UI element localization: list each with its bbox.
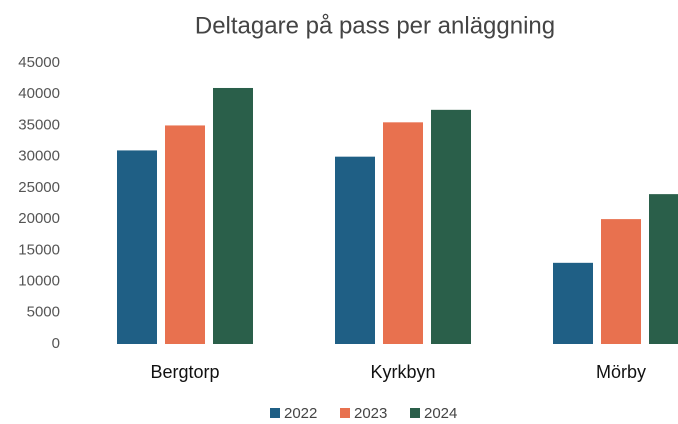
x-tick-label: Kyrkbyn bbox=[370, 362, 435, 382]
bar bbox=[165, 125, 205, 344]
y-tick-label: 30000 bbox=[18, 148, 60, 165]
legend-swatch bbox=[340, 408, 350, 418]
bar bbox=[383, 122, 423, 344]
y-tick-label: 40000 bbox=[18, 85, 60, 102]
legend-swatch bbox=[410, 408, 420, 418]
bar bbox=[553, 262, 593, 344]
x-tick-label: Bergtorp bbox=[150, 362, 219, 382]
y-tick-label: 5000 bbox=[27, 304, 60, 321]
x-tick-label: Mörby bbox=[596, 362, 646, 382]
legend-label: 2024 bbox=[424, 405, 457, 422]
legend-swatch bbox=[270, 408, 280, 418]
bar bbox=[335, 156, 375, 344]
chart-title: Deltagare på pass per anläggning bbox=[195, 12, 555, 39]
bar bbox=[601, 219, 641, 344]
legend-label: 2022 bbox=[284, 405, 317, 422]
y-tick-label: 25000 bbox=[18, 179, 60, 196]
bar bbox=[117, 150, 157, 344]
y-tick-label: 0 bbox=[52, 335, 60, 352]
legend-label: 2023 bbox=[354, 405, 387, 422]
bar bbox=[431, 109, 471, 344]
y-tick-label: 10000 bbox=[18, 273, 60, 290]
y-tick-label: 15000 bbox=[18, 241, 60, 258]
y-tick-label: 45000 bbox=[18, 54, 60, 71]
y-tick-label: 35000 bbox=[18, 116, 60, 133]
bar bbox=[649, 194, 678, 344]
bar bbox=[213, 87, 253, 344]
y-tick-label: 20000 bbox=[18, 210, 60, 227]
